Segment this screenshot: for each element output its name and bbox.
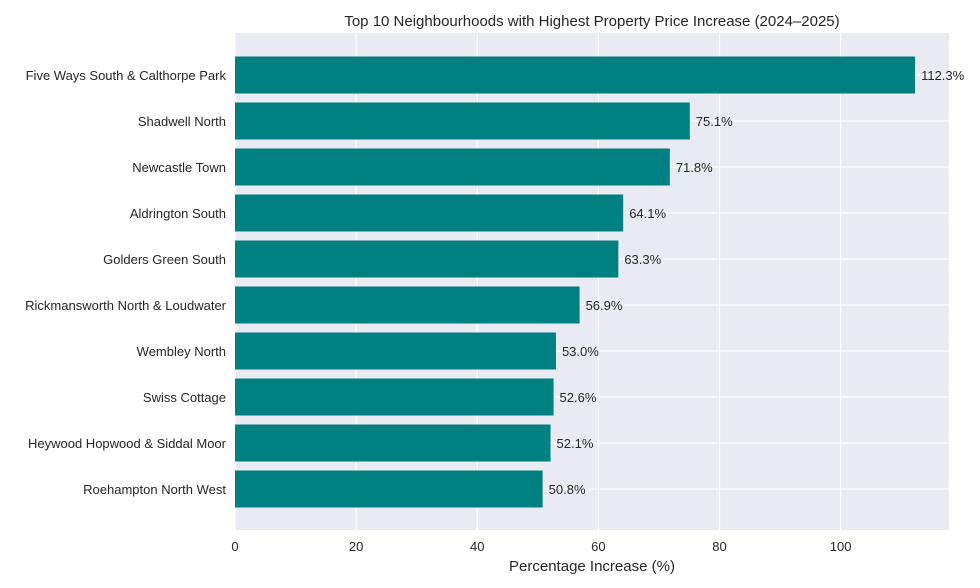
- y-tick-label: Roehampton North West: [83, 482, 226, 497]
- bar: [235, 424, 551, 462]
- data-label: 63.3%: [624, 252, 661, 267]
- x-axis-ticks: 0 20 40 60 80 100: [231, 539, 851, 554]
- y-tick-label: Wembley North: [137, 344, 226, 359]
- bars: [235, 56, 916, 508]
- bar: [235, 286, 580, 324]
- data-label: 75.1%: [696, 114, 733, 129]
- data-label: 52.6%: [560, 390, 597, 405]
- bar: [235, 240, 619, 278]
- data-label: 112.3%: [921, 68, 965, 83]
- data-label: 71.8%: [676, 160, 713, 175]
- x-tick-label: 20: [349, 539, 363, 554]
- y-tick-label: Rickmansworth North & Loudwater: [25, 298, 227, 313]
- data-labels: 112.3% 75.1% 71.8% 64.1% 63.3% 56.9% 53.0% 52.6…: [549, 68, 965, 497]
- y-axis-ticks: Five Ways South & Calthorpe Park Shadwell…: [25, 68, 227, 497]
- x-tick-label: 100: [830, 539, 852, 554]
- x-tick-label: 0: [231, 539, 238, 554]
- x-tick-label: 40: [470, 539, 484, 554]
- bar: [235, 378, 554, 416]
- y-tick-label: Golders Green South: [103, 252, 226, 267]
- bar: [235, 470, 543, 508]
- data-label: 50.8%: [549, 482, 586, 497]
- y-tick-label: Heywood Hopwood & Siddal Moor: [28, 436, 227, 451]
- data-label: 52.1%: [557, 436, 594, 451]
- y-tick-label: Five Ways South & Calthorpe Park: [26, 68, 227, 83]
- bar: [235, 56, 916, 94]
- y-tick-label: Newcastle Town: [132, 160, 226, 175]
- y-tick-label: Swiss Cottage: [143, 390, 226, 405]
- bar: [235, 148, 670, 186]
- data-label: 56.9%: [586, 298, 623, 313]
- x-tick-label: 80: [712, 539, 726, 554]
- y-tick-label: Shadwell North: [138, 114, 226, 129]
- x-axis-label: Percentage Increase (%): [509, 558, 675, 575]
- y-tick-label: Aldrington South: [130, 206, 226, 221]
- data-label: 53.0%: [562, 344, 599, 359]
- bar: [235, 332, 556, 370]
- data-label: 64.1%: [629, 206, 666, 221]
- chart-title: Top 10 Neighbourhoods with Highest Prope…: [344, 13, 839, 30]
- bar: [235, 194, 624, 232]
- x-tick-label: 60: [591, 539, 605, 554]
- bar: [235, 102, 690, 140]
